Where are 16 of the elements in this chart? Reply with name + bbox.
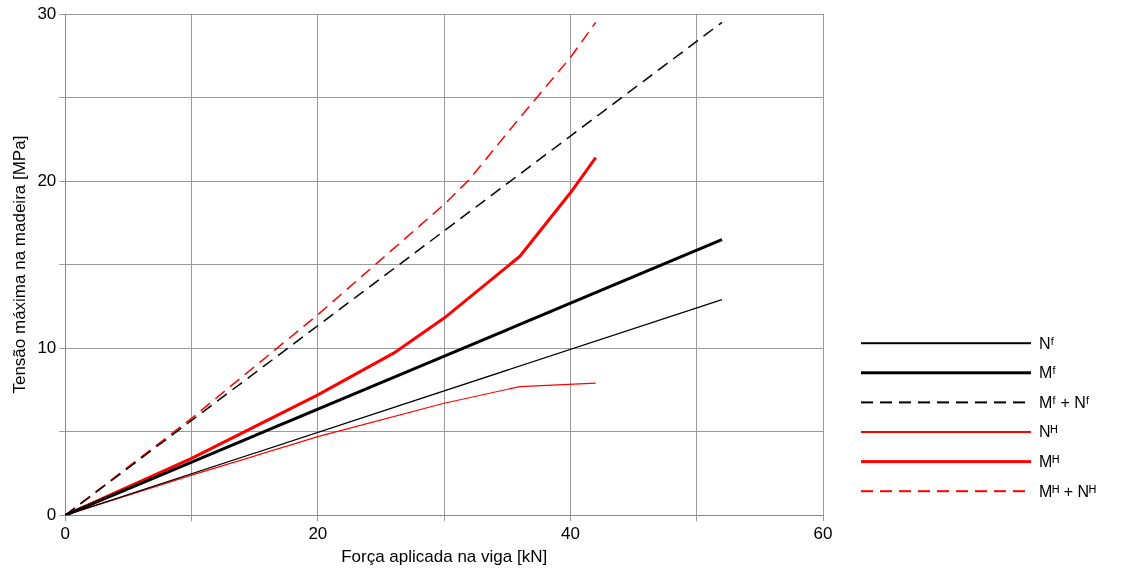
x-tick-label: 60 — [813, 524, 833, 544]
y-tick-label: 20 — [37, 170, 57, 190]
legend-label: Nᶠ — [1039, 334, 1055, 352]
legend-label: Mᴴ — [1039, 453, 1060, 471]
y-tick-label: 0 — [46, 504, 57, 524]
legend-label: Mᶠ + Nᶠ — [1039, 393, 1090, 411]
x-tick-label: 0 — [60, 524, 71, 544]
x-tick-label: 20 — [308, 524, 328, 544]
legend-label: Mᶠ — [1039, 364, 1057, 382]
legend-label: Nᴴ — [1039, 423, 1058, 441]
y-tick-label: 30 — [37, 3, 57, 23]
x-axis-title: Força aplicada na viga [kN] — [341, 547, 548, 567]
legend-label: Mᴴ + Nᴴ — [1039, 482, 1096, 500]
y-tick-label: 10 — [37, 337, 57, 357]
x-tick-label: 40 — [560, 524, 580, 544]
y-axis-title: Tensão máxima na madeira [MPa] — [9, 135, 29, 394]
